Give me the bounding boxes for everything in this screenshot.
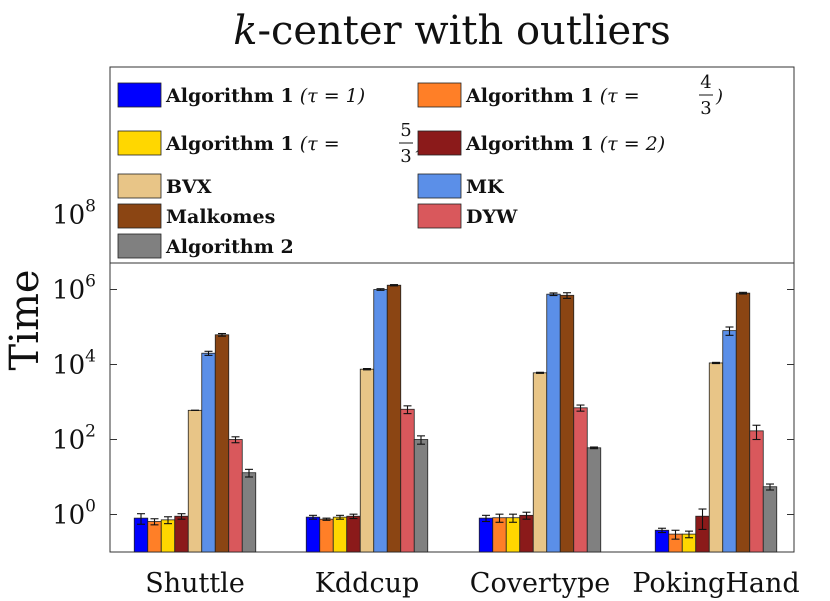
legend-swatch bbox=[417, 173, 462, 199]
y-tick-label-0: 100 bbox=[52, 497, 96, 531]
bar bbox=[559, 294, 575, 553]
y-tick-exponent: 0 bbox=[85, 497, 96, 517]
bar bbox=[708, 362, 724, 553]
legend-label: Algorithm 2 bbox=[165, 236, 294, 258]
legend-swatch bbox=[117, 233, 162, 259]
y-tick-label-4: 108 bbox=[52, 197, 96, 231]
bar bbox=[492, 517, 507, 553]
legend-frac-denominator: 3 bbox=[700, 98, 711, 119]
bar bbox=[386, 284, 402, 553]
category-label: Kddcup bbox=[315, 568, 420, 599]
bar bbox=[654, 529, 670, 553]
y-tick-exponent: 8 bbox=[85, 197, 96, 217]
bar bbox=[735, 292, 751, 553]
legend-label-tau: (τ = bbox=[594, 85, 640, 107]
y-tick-label-3: 106 bbox=[52, 272, 96, 306]
legend-label: Algorithm 1 (τ = 1) bbox=[165, 85, 365, 107]
legend-swatch bbox=[117, 130, 162, 156]
y-tick-base: 10 bbox=[52, 426, 85, 456]
y-tick-exponent: 6 bbox=[85, 272, 96, 292]
legend-label: Algorithm 1 (τ = bbox=[165, 133, 340, 155]
y-tick-exponent: 4 bbox=[85, 347, 96, 367]
bar bbox=[174, 515, 189, 553]
legend-frac-close: ) bbox=[715, 86, 723, 107]
legend-swatch bbox=[117, 82, 162, 108]
legend-frac-denominator: 3 bbox=[400, 146, 411, 167]
chart-title-italic: k bbox=[233, 8, 257, 54]
legend-label: Algorithm 1 (τ = 2) bbox=[465, 133, 665, 155]
legend-label-tau: (τ = 2) bbox=[594, 133, 665, 155]
bar bbox=[147, 521, 162, 553]
legend-swatch bbox=[417, 82, 462, 108]
legend-label: Algorithm 1 (τ = bbox=[465, 85, 640, 107]
bar bbox=[332, 516, 348, 553]
bar bbox=[228, 439, 243, 553]
legend-swatch bbox=[417, 130, 462, 156]
bars-group bbox=[133, 284, 778, 553]
legend-label: Malkomes bbox=[166, 206, 275, 228]
y-tick-label-2: 104 bbox=[52, 347, 96, 381]
bar bbox=[305, 516, 321, 553]
legend-label-name: Malkomes bbox=[166, 206, 275, 228]
legend-label: MK bbox=[466, 176, 505, 198]
category-label: PokingHand bbox=[632, 568, 799, 599]
bar bbox=[373, 289, 388, 553]
bar bbox=[413, 439, 429, 553]
bar bbox=[478, 517, 494, 553]
bar bbox=[749, 430, 764, 553]
bar bbox=[214, 334, 230, 553]
legend-swatch bbox=[417, 203, 462, 229]
bar bbox=[400, 408, 415, 553]
y-tick-base: 10 bbox=[52, 501, 85, 531]
legend-label-name: Algorithm 2 bbox=[165, 236, 294, 258]
bar bbox=[722, 330, 737, 553]
chart-title-rest: -center with outliers bbox=[257, 8, 670, 54]
legend-label-name: Algorithm 1 bbox=[465, 133, 594, 155]
bar bbox=[519, 514, 534, 553]
bar bbox=[359, 368, 375, 553]
y-tick-base: 10 bbox=[52, 276, 85, 306]
bar bbox=[505, 517, 521, 553]
legend-swatch bbox=[117, 173, 162, 199]
y-tick-label-1: 102 bbox=[52, 422, 96, 456]
legend-frac-numerator: 5 bbox=[400, 120, 411, 141]
category-label: Shuttle bbox=[145, 568, 245, 599]
bar bbox=[187, 409, 203, 553]
y-tick-base: 10 bbox=[52, 351, 85, 381]
legend-frac-numerator: 4 bbox=[700, 72, 711, 93]
legend-label-name: MK bbox=[466, 176, 505, 198]
legend: Algorithm 1 (τ = 1) Algorithm 1 (τ = 43)A… bbox=[109, 66, 795, 264]
legend-label-tau: (τ = bbox=[294, 133, 340, 155]
bar bbox=[586, 447, 602, 553]
legend-label-name: Algorithm 1 bbox=[165, 133, 294, 155]
legend-swatch bbox=[117, 203, 162, 229]
bar bbox=[573, 407, 588, 553]
y-tick-exponent: 2 bbox=[85, 422, 96, 442]
legend-label-name: Algorithm 1 bbox=[165, 85, 294, 107]
bar bbox=[762, 486, 778, 553]
legend-label-tau: (τ = 1) bbox=[294, 85, 365, 107]
legend-items: Algorithm 1 (τ = 1) Algorithm 1 (τ = 43)A… bbox=[117, 72, 723, 259]
legend-label-name: BVX bbox=[166, 176, 212, 198]
bar bbox=[546, 293, 561, 553]
y-axis-label: Time bbox=[2, 269, 48, 370]
bar bbox=[160, 519, 176, 553]
bar bbox=[241, 472, 257, 553]
bar bbox=[532, 372, 548, 553]
legend-label: DYW bbox=[466, 206, 518, 228]
bar bbox=[201, 352, 216, 553]
bar bbox=[319, 518, 334, 553]
category-labels: Shuttle Kddcup Covertype PokingHand bbox=[145, 568, 799, 599]
legend-label-name: DYW bbox=[466, 206, 518, 228]
bar bbox=[346, 515, 361, 553]
category-label: Covertype bbox=[470, 568, 610, 599]
legend-label-name: Algorithm 1 bbox=[465, 85, 594, 107]
y-tick-base: 10 bbox=[52, 201, 85, 231]
legend-label: BVX bbox=[166, 176, 212, 198]
chart-title: k-center with outliers bbox=[233, 8, 671, 54]
